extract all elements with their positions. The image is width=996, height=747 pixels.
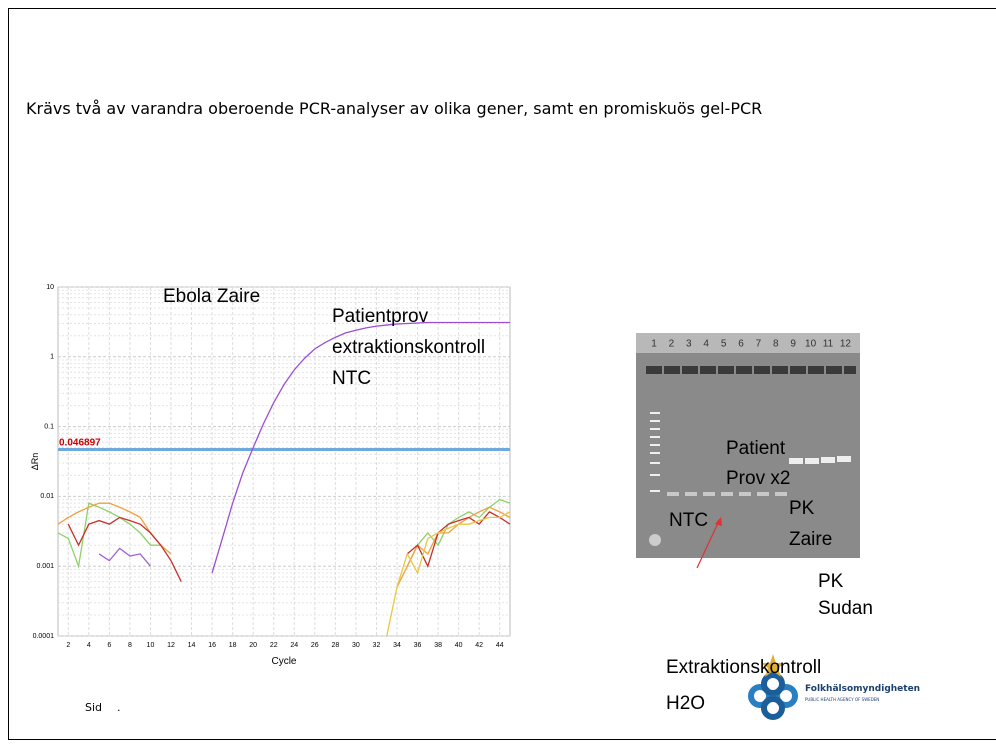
x-tick-label: 14 [188, 642, 196, 649]
x-tick-label: 20 [249, 642, 257, 649]
lane-number: 7 [756, 339, 762, 350]
annotation: extraktionskontroll [332, 337, 485, 359]
gel-label: Zaire [789, 529, 832, 551]
x-tick-label: 42 [475, 642, 483, 649]
x-tick-label: 32 [373, 642, 381, 649]
x-tick-label: 16 [208, 642, 216, 649]
lane-number: 1 [651, 339, 657, 350]
x-tick-label: 18 [229, 642, 237, 649]
gel-label: H2O [666, 693, 705, 715]
y-axis-label: ΔRn [30, 453, 40, 471]
gel-spot [649, 534, 661, 546]
x-tick-label: 22 [270, 642, 278, 649]
x-tick-label: 10 [147, 642, 155, 649]
page: Krävs två av varandra oberoende PCR-anal… [0, 0, 996, 747]
x-tick-label: 40 [455, 642, 463, 649]
y-tick-label: 1 [50, 354, 54, 361]
x-tick-label: 38 [434, 642, 442, 649]
threshold-label: 0.046897 [59, 438, 101, 449]
canvas: 1234567891011120.00010.0010.010.11102468… [0, 0, 996, 747]
lane-number: 4 [703, 339, 709, 350]
lane-number: 2 [669, 339, 675, 350]
logo-name: Folkhälsomyndigheten [805, 684, 920, 694]
page-number: . [117, 701, 121, 714]
annotation: Ebola Zaire [163, 286, 260, 308]
x-tick-label: 36 [414, 642, 422, 649]
lane-number: 9 [790, 339, 796, 350]
x-tick-label: 34 [393, 642, 401, 649]
lane-number: 3 [686, 339, 692, 350]
lane-number: 5 [721, 339, 727, 350]
logo-mark [751, 675, 795, 717]
gel-label: PK [818, 571, 843, 593]
lane-number: 11 [823, 339, 834, 350]
y-tick-label: 0.0001 [33, 633, 55, 640]
gel-label: Sudan [818, 598, 873, 620]
x-axis-label: Cycle [271, 656, 296, 667]
x-tick-label: 30 [352, 642, 360, 649]
logo-subtitle: PUBLIC HEALTH AGENCY OF SWEDEN [805, 697, 879, 702]
y-tick-label: 0.001 [36, 563, 54, 570]
x-tick-label: 26 [311, 642, 319, 649]
annotation: Patientprov [332, 306, 428, 328]
x-tick-label: 4 [87, 642, 91, 649]
gel-label: NTC [669, 510, 708, 532]
gel-label: PK [789, 498, 814, 520]
gel-label: Prov x2 [726, 468, 790, 490]
x-tick-label: 2 [66, 642, 70, 649]
annotation: NTC [332, 368, 371, 390]
lane-number: 12 [840, 339, 852, 350]
x-tick-label: 44 [496, 642, 504, 649]
y-tick-label: 10 [46, 284, 54, 291]
x-tick-label: 24 [290, 642, 298, 649]
gel-label: Patient [726, 438, 785, 460]
y-tick-label: 0.01 [40, 493, 54, 500]
x-tick-label: 12 [167, 642, 175, 649]
x-tick-label: 28 [331, 642, 339, 649]
y-tick-label: 0.1 [44, 423, 54, 430]
page-label: Sid [85, 701, 102, 714]
lane-number: 8 [773, 339, 779, 350]
lane-number: 10 [805, 339, 817, 350]
x-tick-label: 8 [128, 642, 132, 649]
lane-number: 6 [738, 339, 744, 350]
x-tick-label: 6 [107, 642, 111, 649]
gel-label: Extraktionskontroll [666, 657, 821, 679]
